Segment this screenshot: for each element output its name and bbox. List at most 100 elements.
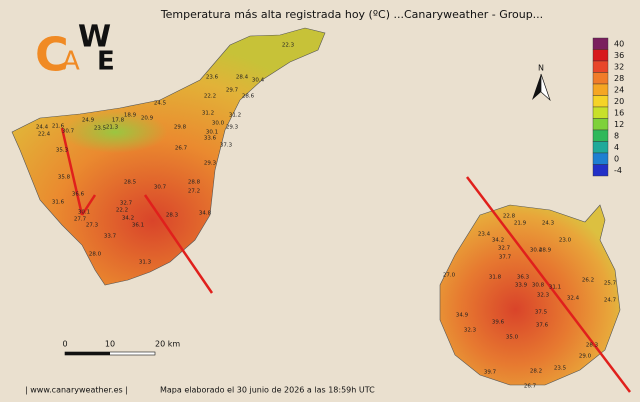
red-lines [60, 127, 631, 393]
logo-letter: W [78, 20, 111, 55]
station-temperature: 32.7 [120, 201, 133, 207]
colorbar-label: 0 [614, 154, 619, 163]
colorbar-label: 32 [614, 62, 624, 71]
station-temperature: 34.9 [456, 313, 469, 319]
station-temperature: 29.3 [204, 161, 217, 167]
station-temperature: 37.5 [535, 310, 548, 316]
station-temperature: 24.4 [36, 125, 49, 131]
colorbar-label: 8 [614, 131, 619, 140]
station-temperature: 27.7 [74, 217, 87, 223]
station-temperature: 22.2 [116, 208, 128, 214]
station-temperature: 30.4 [530, 248, 543, 254]
station-temperature: 32.3 [464, 328, 477, 334]
station-temperature: 36.3 [517, 275, 530, 281]
station-temperature: 33.7 [104, 234, 117, 240]
station-temperature: 21.6 [52, 124, 65, 130]
station-temperature: 21.3 [106, 125, 119, 131]
station-temperature: 28.3 [586, 343, 599, 349]
station-temperature: 37.6 [536, 323, 549, 329]
colorbar-swatch [592, 164, 609, 177]
tenerife-highland [40, 105, 190, 165]
station-temperature: 30.7 [62, 129, 75, 135]
station-temperature: 22.8 [503, 214, 516, 220]
station-temperature: 30.0 [212, 121, 225, 127]
station-temperature: 34.8 [199, 211, 212, 217]
logo-letter: E [97, 47, 115, 77]
scale-label: 20 km [155, 340, 180, 349]
colorbar-swatch [592, 129, 609, 142]
station-temperature: 33.6 [204, 136, 217, 142]
station-temperature: 31.1 [549, 285, 561, 291]
scale-label: 10 [105, 340, 115, 349]
logo-letter: C [35, 28, 69, 82]
station-temperature: 17.8 [112, 118, 125, 124]
tenerife [11, 27, 326, 286]
colorbar-label: 24 [614, 85, 624, 94]
colorbar-label: 40 [614, 39, 624, 48]
station-temperature: 20.9 [141, 116, 154, 122]
station-temperature: 26.7 [524, 384, 537, 390]
station-temperature: 31.2 [229, 113, 241, 119]
station-temperature: 30.1 [206, 130, 218, 136]
title: Temperatura más alta registrada hoy (ºC)… [160, 8, 543, 21]
colorbar-swatch [592, 141, 609, 154]
colorbar-label: 16 [614, 108, 624, 117]
station-temperature: 30.4 [252, 78, 265, 84]
station-temperature: 25.7 [604, 281, 617, 287]
colorbar-swatch [592, 152, 609, 165]
colorbar-label: 20 [614, 97, 624, 106]
station-temperature: 27.0 [443, 273, 456, 279]
footer-site: | www.canaryweather.es | [25, 386, 128, 395]
station-temperature: 35.0 [506, 335, 519, 341]
station-temperature: 28.3 [166, 213, 179, 219]
station-temperature: 23.6 [206, 75, 219, 81]
station-temperature: 28.4 [236, 75, 249, 81]
station-temperature: 29.8 [174, 125, 187, 131]
colorbar-label: -4 [614, 166, 622, 175]
station-temperature: 35.3 [56, 148, 69, 154]
station-temperature: 28.8 [188, 180, 201, 186]
colorbar-swatch [592, 118, 609, 131]
colorbar-label: 28 [614, 74, 624, 83]
station-temperature: 28.6 [242, 94, 255, 100]
station-temperature: 30.8 [532, 283, 545, 289]
station-temperature: 31.6 [52, 200, 65, 206]
colorbar-swatch [592, 83, 609, 96]
footer-note: Mapa elaborado el 30 junio de 2026 a las… [160, 386, 375, 395]
station-temperature: 39.6 [492, 320, 505, 326]
north-arrow: N [532, 64, 551, 102]
station-temperature: 34.2 [492, 238, 504, 244]
station-temperature: 28.0 [89, 252, 102, 258]
station-temperature: 29.3 [226, 125, 239, 131]
station-temperature: 32.4 [567, 296, 580, 302]
station-temperature: 23.5 [554, 366, 567, 372]
station-temperature: 23.5 [94, 126, 107, 132]
station-temperature: 28.5 [124, 180, 137, 186]
station-temperature: 36.6 [72, 192, 85, 198]
colorbar-swatch [592, 37, 609, 50]
station-temperature: 18.9 [124, 113, 137, 119]
station-temperature: 26.7 [175, 146, 188, 152]
station-temperature: 24.3 [542, 221, 555, 227]
station-temperature: 27.3 [86, 223, 99, 229]
colorbar-swatch [592, 72, 609, 85]
station-temperature: 32.7 [498, 246, 511, 252]
station-temperature: 22.2 [204, 94, 216, 100]
station-temperature: 24.5 [154, 101, 167, 107]
colorbar-swatch [592, 95, 609, 108]
station-temperature: 35.8 [58, 175, 71, 181]
scale-bar: 0 10 20 km [62, 340, 180, 356]
station-temperature: 37.7 [499, 255, 512, 261]
colorbar-label: 36 [614, 51, 624, 60]
station-temperature: 36.1 [132, 223, 144, 229]
colorbar-label: 4 [614, 143, 619, 152]
station-temperature: 24.9 [82, 118, 95, 124]
station-temperature: 31.8 [489, 275, 502, 281]
station-temperature: 21.9 [514, 221, 527, 227]
station-temperature: 29.7 [226, 88, 239, 94]
station-temperature: 28.9 [539, 248, 552, 254]
station-temperature: 22.4 [38, 132, 51, 138]
north-label: N [538, 64, 544, 73]
station-temperature: 30.1 [78, 210, 90, 216]
